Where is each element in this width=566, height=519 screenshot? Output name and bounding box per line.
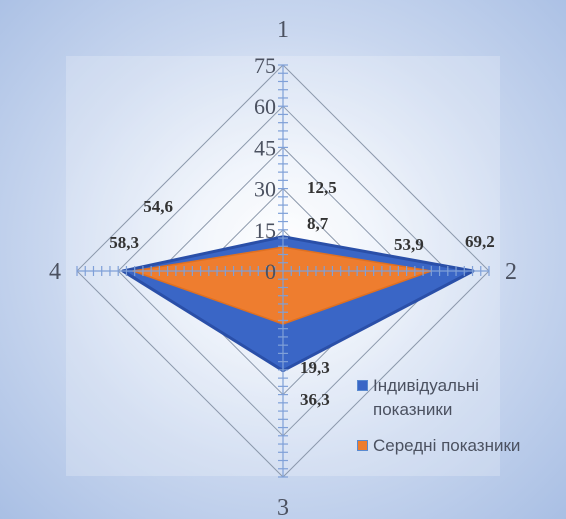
data-label: 12,5	[307, 178, 337, 197]
r-tick-label-60: 60	[254, 94, 276, 119]
r-tick-label-30: 30	[254, 177, 276, 202]
data-label: 69,2	[465, 232, 495, 251]
data-label: 19,3	[300, 358, 330, 377]
axis-layer	[76, 64, 490, 478]
axis-label-1: 1	[277, 17, 289, 43]
r-tick-label-15: 15	[254, 218, 276, 243]
legend-label-average: Середні показники	[373, 436, 521, 455]
legend-item-average: Середні показники	[356, 434, 562, 458]
label-layer: 0 15 30 45 60 751 2 3 4 12,5 8,7 53,9 69,2 19,3 36,3 54…	[49, 17, 517, 519]
r-tick-label-75: 75	[254, 53, 276, 78]
data-label: 58,3	[109, 233, 139, 252]
data-label: 54,6	[143, 197, 173, 216]
r-tick-label-45: 45	[254, 135, 276, 160]
axis-label-2: 2	[505, 259, 517, 285]
axis-label-3: 3	[277, 495, 289, 519]
legend: Індивідуальні показники Середні показник…	[356, 374, 562, 470]
axis-label-4: 4	[49, 259, 61, 285]
r-tick-label-0: 0	[265, 259, 276, 284]
series-layer	[121, 235, 475, 373]
data-label: 36,3	[300, 390, 330, 409]
legend-item-individual: Індивідуальні показники	[356, 374, 562, 422]
legend-swatch-individual	[357, 380, 368, 391]
data-label: 8,7	[307, 214, 329, 233]
legend-swatch-average	[357, 440, 368, 451]
data-label: 53,9	[394, 235, 424, 254]
legend-label-individual: Індивідуальні показники	[373, 376, 479, 419]
